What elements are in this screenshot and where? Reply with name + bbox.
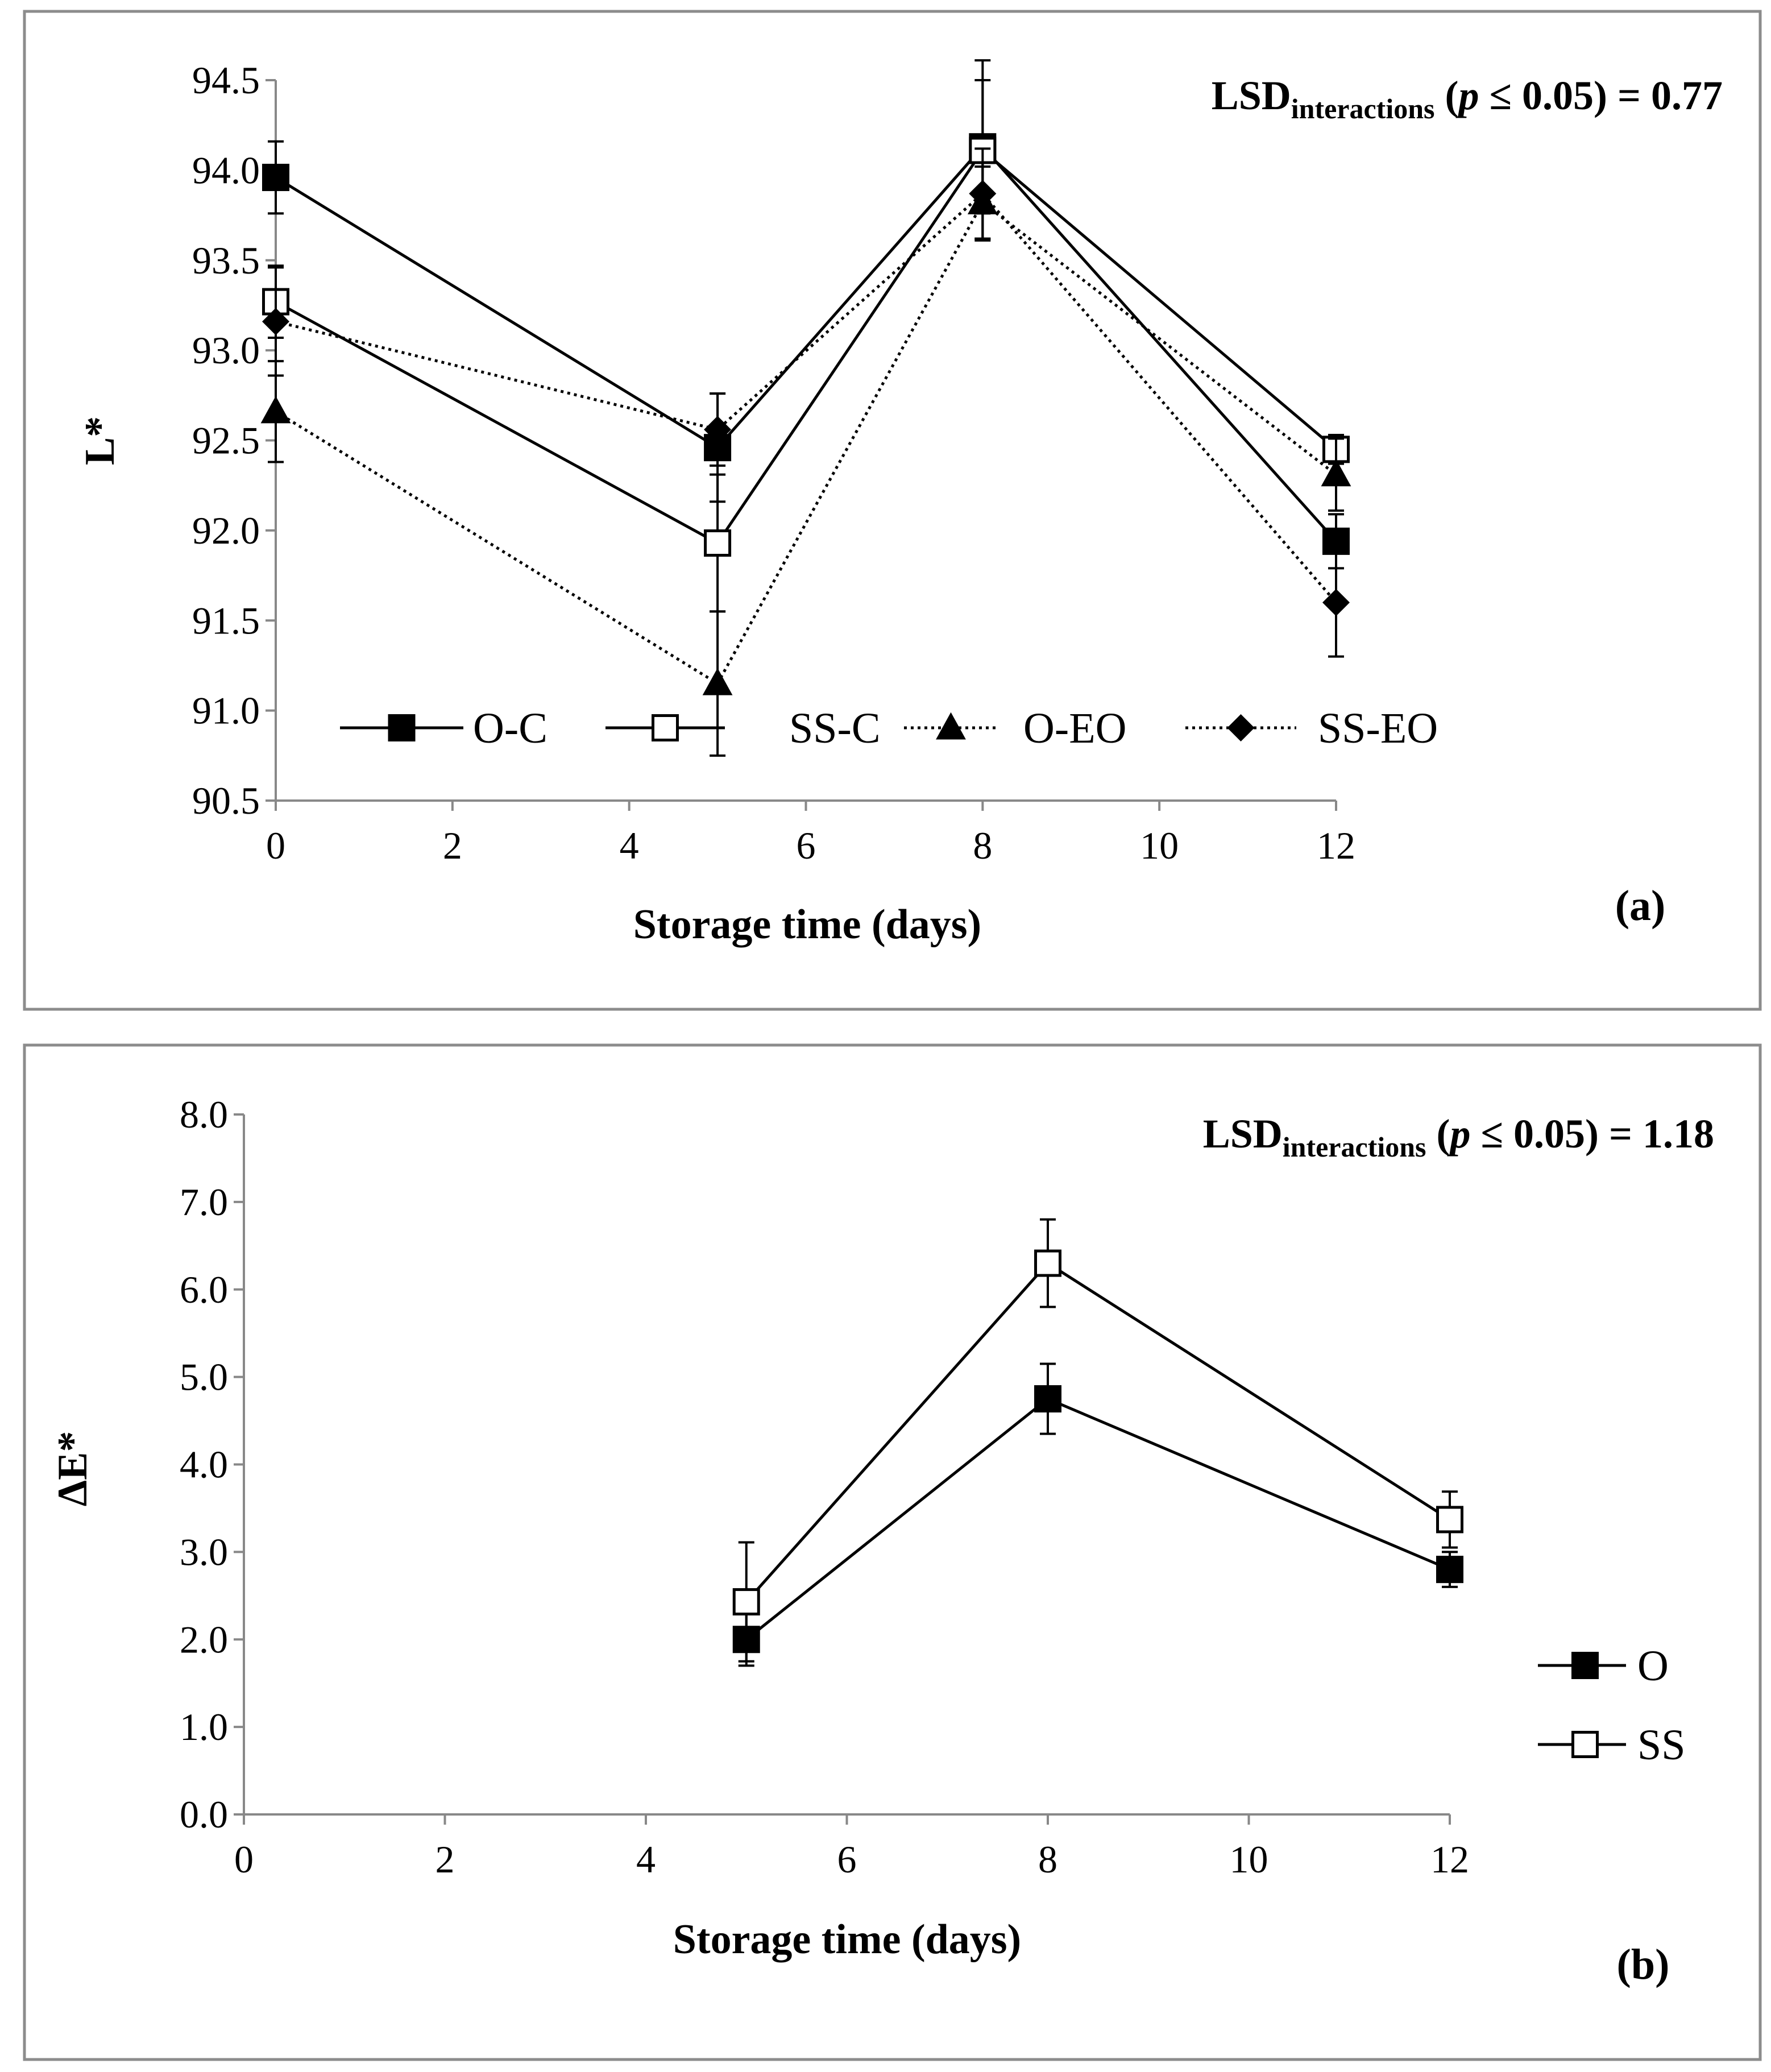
b-x-tick-label: 8 bbox=[1038, 1838, 1057, 1881]
b-series-o bbox=[732, 1362, 1463, 1667]
b-y-tick-label: 1.0 bbox=[180, 1705, 228, 1748]
panel-a-lsd-annotation: LSDinteractions (p ≤ 0.05) = 0.77 bbox=[1212, 73, 1723, 125]
panel-b-x-tick-labels: 0 2 4 6 8 10 12 bbox=[234, 1838, 1469, 1881]
panel-b-lsd-annotation: LSDinteractions (p ≤ 0.05) = 1.18 bbox=[1203, 1111, 1714, 1163]
a-data-point-ss-eo bbox=[262, 308, 289, 335]
b-x-tick-label: 10 bbox=[1230, 1838, 1268, 1881]
legend-label-ss: SS bbox=[1637, 1721, 1686, 1769]
panel-b-y-tick-labels: 0.0 1.0 2.0 3.0 4.0 5.0 6.0 7.0 8.0 bbox=[180, 1093, 228, 1836]
a-y-tick-label: 94.5 bbox=[192, 59, 260, 102]
panel-b-label: (b) bbox=[1617, 1941, 1670, 1988]
b-x-tick-label: 6 bbox=[837, 1838, 857, 1881]
a-y-tick-label: 91.0 bbox=[192, 689, 260, 732]
b-y-tick-label: 7.0 bbox=[180, 1180, 228, 1224]
panel-b-series bbox=[732, 1218, 1463, 1667]
legend-item-ss-eo: SS-EO bbox=[1185, 705, 1438, 752]
b-y-tick-label: 6.0 bbox=[180, 1268, 228, 1311]
b-x-tick-label: 0 bbox=[234, 1838, 254, 1881]
legend-label-o: O bbox=[1637, 1642, 1669, 1690]
chart-panel-a: 0 2 4 6 8 10 12 90.5 91.0 91.5 92.0 92.5 93.0 93.5 94… bbox=[77, 59, 1723, 948]
legend-marker-ss-c bbox=[652, 714, 679, 741]
b-y-tick-label: 2.0 bbox=[180, 1618, 228, 1661]
a-series-line-o-c bbox=[275, 144, 1337, 542]
b-data-point-ss bbox=[732, 1588, 760, 1616]
panel-b-x-axis-title: Storage time (days) bbox=[673, 1916, 1021, 1963]
panel-b-axes bbox=[234, 1113, 1451, 1825]
chart-panel-b: 0 2 4 6 8 10 12 0.01.02.03.04.05.06.07.08.0 OS… bbox=[49, 1093, 1714, 1988]
legend-item-o-eo: O-EO bbox=[904, 705, 1127, 752]
b-y-tick-label: 3.0 bbox=[180, 1530, 228, 1573]
a-y-tick-label: 91.5 bbox=[192, 599, 260, 642]
panel-b-legend: O SS bbox=[1538, 1642, 1686, 1769]
legend-item-o: O bbox=[1538, 1642, 1669, 1690]
legend-item-o-c: O-C bbox=[340, 705, 548, 752]
a-data-point-ss-eo bbox=[704, 416, 732, 444]
a-data-point-ss-eo bbox=[969, 180, 997, 208]
panel-a-series bbox=[260, 59, 1351, 757]
a-series-ss-eo bbox=[262, 147, 1350, 658]
b-data-point-o bbox=[1436, 1556, 1463, 1584]
b-y-tick-label: 4.0 bbox=[180, 1443, 228, 1486]
a-y-tick-label: 92.5 bbox=[192, 419, 260, 462]
legend-marker-o-c bbox=[388, 714, 416, 741]
a-y-tick-label: 90.5 bbox=[192, 779, 260, 822]
legend-label-ss-c: SS-C bbox=[789, 705, 881, 752]
a-x-tick-label: 6 bbox=[797, 824, 816, 867]
legend-marker-o bbox=[1571, 1652, 1599, 1679]
panel-a-y-axis-title: L* bbox=[77, 416, 123, 465]
a-y-tick-label: 94.0 bbox=[192, 148, 260, 192]
legend-label-o-eo: O-EO bbox=[1023, 705, 1127, 752]
panel-b-frame bbox=[23, 1043, 1762, 2061]
panel-a-x-axis-title: Storage time (days) bbox=[633, 901, 981, 948]
b-x-tick-label: 4 bbox=[636, 1838, 656, 1881]
a-data-point-o-c bbox=[262, 164, 289, 192]
a-series-line-ss-c bbox=[275, 148, 1337, 545]
panel-a-x-tick-labels: 0 2 4 6 8 10 12 bbox=[266, 824, 1355, 867]
a-y-tick-label: 93.0 bbox=[192, 329, 260, 372]
legend-marker-ss-eo bbox=[1227, 714, 1255, 741]
b-y-tick-label: 5.0 bbox=[180, 1356, 228, 1399]
b-y-tick-label: 8.0 bbox=[180, 1093, 228, 1136]
b-data-point-ss bbox=[1034, 1249, 1061, 1277]
panel-a-y-tick-labels: 90.5 91.0 91.5 92.0 92.5 93.0 93.5 94.0 94.5 bbox=[192, 59, 260, 822]
legend-marker-ss bbox=[1571, 1731, 1599, 1758]
b-x-tick-label: 2 bbox=[436, 1838, 455, 1881]
a-x-tick-label: 2 bbox=[443, 824, 462, 867]
b-x-tick-label: 12 bbox=[1430, 1838, 1469, 1881]
a-x-tick-label: 4 bbox=[620, 824, 639, 867]
a-y-tick-label: 93.5 bbox=[192, 239, 260, 282]
a-data-point-o-eo bbox=[260, 396, 291, 424]
a-x-tick-label: 12 bbox=[1317, 824, 1355, 867]
legend-label-o-c: O-C bbox=[473, 705, 548, 752]
b-y-tick-label: 0.0 bbox=[180, 1793, 228, 1836]
b-data-point-ss bbox=[1436, 1506, 1463, 1534]
a-data-point-o-eo bbox=[702, 668, 733, 695]
panel-a-frame bbox=[23, 10, 1762, 1011]
panel-b-y-axis-title: ΔE* bbox=[49, 1431, 96, 1507]
a-data-point-ss-c bbox=[704, 529, 732, 557]
a-x-tick-label: 10 bbox=[1140, 824, 1179, 867]
legend-label-ss-eo: SS-EO bbox=[1318, 705, 1438, 752]
a-series-line-o-eo bbox=[275, 200, 1337, 686]
panel-a-label: (a) bbox=[1615, 882, 1666, 930]
a-y-tick-label: 92.0 bbox=[192, 509, 260, 552]
legend-item-ss: SS bbox=[1538, 1721, 1686, 1769]
a-data-point-o-eo bbox=[1321, 459, 1351, 487]
a-x-tick-label: 8 bbox=[973, 824, 992, 867]
legend-marker-o-eo bbox=[936, 712, 966, 740]
b-data-point-o bbox=[1034, 1385, 1061, 1413]
panel-a-legend: O-C SS-C O-EO SS-EO bbox=[340, 705, 1438, 752]
a-data-point-ss-eo bbox=[1322, 589, 1350, 616]
b-series-ss bbox=[732, 1218, 1463, 1663]
legend-item-ss-c: SS-C bbox=[605, 705, 881, 752]
a-series-line-ss-eo bbox=[275, 191, 1337, 604]
a-x-tick-label: 0 bbox=[266, 824, 285, 867]
